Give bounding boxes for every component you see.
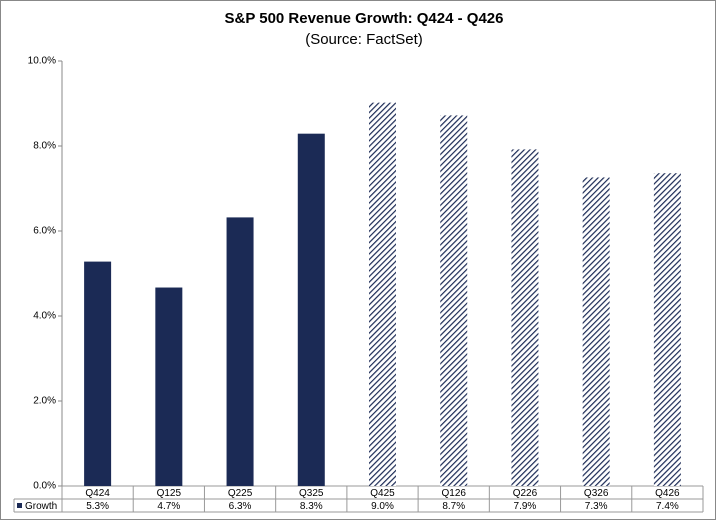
y-tick-label: 8.0% <box>33 141 56 152</box>
x-tick-label: Q226 <box>513 488 538 499</box>
y-tick-label: 6.0% <box>33 226 56 237</box>
legend-key <box>17 503 22 508</box>
data-table-value: 8.7% <box>442 501 465 512</box>
bar <box>369 102 396 487</box>
x-tick-label: Q126 <box>441 488 466 499</box>
data-table-value: 6.3% <box>229 501 252 512</box>
chart-subtitle: (Source: FactSet) <box>305 31 423 48</box>
bar <box>226 217 254 486</box>
x-tick-label: Q225 <box>228 488 253 499</box>
y-tick-label: 10.0% <box>28 56 56 67</box>
y-tick-label: 2.0% <box>33 396 56 407</box>
chart-title: S&P 500 Revenue Growth: Q424 - Q426 <box>224 10 503 27</box>
y-tick-label: 4.0% <box>33 311 56 322</box>
data-table-value: 7.4% <box>656 501 679 512</box>
bar <box>297 133 325 487</box>
data-table-value: 4.7% <box>157 501 180 512</box>
x-tick-label: Q425 <box>370 488 395 499</box>
bar <box>84 261 112 486</box>
y-tick-label: 0.0% <box>33 481 56 492</box>
bar <box>582 177 610 486</box>
bar <box>511 149 539 486</box>
x-tick-label: Q125 <box>157 488 182 499</box>
bar <box>440 115 468 487</box>
x-tick-label: Q426 <box>655 488 680 499</box>
x-tick-label: Q326 <box>584 488 609 499</box>
bar <box>155 287 183 486</box>
x-tick-label: Q424 <box>85 488 110 499</box>
data-table-value: 7.9% <box>514 501 537 512</box>
legend-label: Growth <box>25 501 57 512</box>
data-table-value: 8.3% <box>300 501 323 512</box>
x-tick-label: Q325 <box>299 488 324 499</box>
data-table-value: 5.3% <box>86 501 109 512</box>
data-table-value: 9.0% <box>371 501 394 512</box>
bar <box>653 173 681 486</box>
data-table-value: 7.3% <box>585 501 608 512</box>
